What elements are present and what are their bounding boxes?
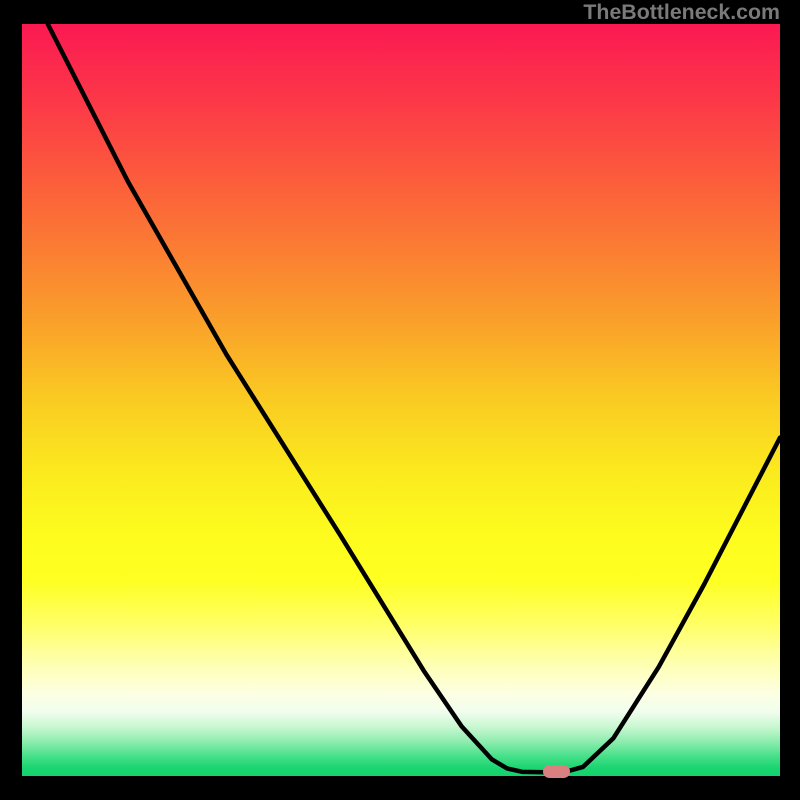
curve-layer [22,24,780,776]
plot-area [22,24,780,776]
bottleneck-curve [48,24,780,772]
chart-container: TheBottleneck.com [0,0,800,800]
watermark-text: TheBottleneck.com [583,0,780,25]
optimal-marker [543,765,570,777]
